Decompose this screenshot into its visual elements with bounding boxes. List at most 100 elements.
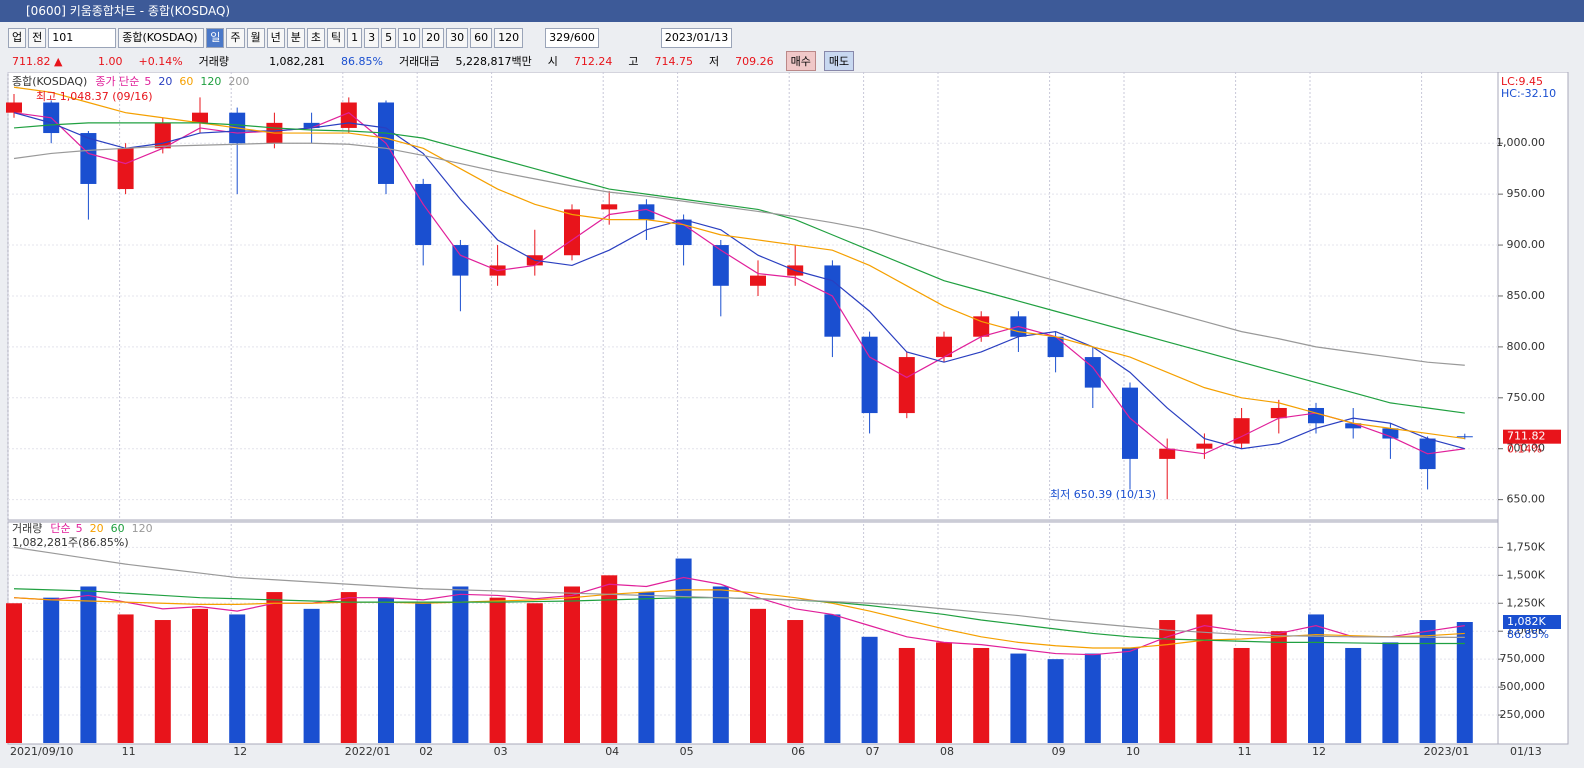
- x-tick-label: 02: [419, 745, 433, 758]
- volume-bar: [1196, 614, 1213, 743]
- volume-bar: [526, 603, 543, 743]
- candle-body: [824, 265, 841, 337]
- amount: 5,228,817백만: [455, 55, 532, 68]
- candle-body: [415, 183, 432, 246]
- x-tick-label: 03: [494, 745, 508, 758]
- last-volume: 1,082K: [1507, 615, 1546, 628]
- interval-button[interactable]: 30: [446, 28, 469, 48]
- label: 거래대금: [399, 55, 440, 68]
- ma-line: [13, 142, 1465, 366]
- volume-bar: [452, 586, 469, 743]
- volume-pct: 86.85%: [341, 54, 383, 68]
- ma-line: [13, 589, 1465, 649]
- label: 시: [547, 55, 558, 68]
- candle-body: [340, 102, 357, 128]
- legend-title: 단순: [50, 522, 70, 535]
- candle-body: [1382, 428, 1399, 439]
- legend-entry: 5: [76, 522, 83, 535]
- x-tick-label: 08: [940, 745, 954, 758]
- volume-bar: [117, 614, 134, 743]
- candle-body: [80, 133, 97, 184]
- period-button[interactable]: 일: [206, 28, 225, 48]
- label: 저: [708, 55, 720, 68]
- y-tick-label: 500,000: [1500, 680, 1546, 693]
- legend-entry: 120: [200, 75, 221, 88]
- candle-body: [861, 336, 878, 414]
- period-button[interactable]: 초: [306, 28, 325, 48]
- change-pct: +0.14%: [138, 54, 183, 68]
- volume-bar: [638, 592, 655, 743]
- legend-entry: 20: [90, 522, 104, 535]
- last-change: 0.14%: [1507, 443, 1542, 456]
- candle-body: [6, 102, 22, 113]
- volume-bar: [712, 586, 729, 743]
- legend-entry: 120: [132, 522, 153, 535]
- volume-bar: [1047, 659, 1064, 743]
- volume-bar: [564, 586, 580, 743]
- candle-body: [1122, 387, 1138, 459]
- buy-button[interactable]: 매수: [785, 51, 816, 71]
- legend-entry: 60: [179, 75, 193, 88]
- interval-button[interactable]: 120: [494, 28, 524, 48]
- volume-summary: 1,082,281주(86.85%): [12, 536, 129, 549]
- y-tick-label: 1,250K: [1506, 596, 1545, 609]
- legend-entry: 200: [228, 75, 249, 88]
- label: 고: [628, 55, 639, 68]
- volume-bar: [1456, 622, 1473, 743]
- candle-body: [898, 357, 915, 414]
- y-tick-label: 250,000: [1500, 708, 1546, 721]
- volume-bar: [1308, 614, 1324, 743]
- y-tick-label: 1,750K: [1506, 540, 1545, 553]
- sell-button[interactable]: 매도: [823, 51, 855, 71]
- volume-bar: [936, 642, 952, 743]
- open: 712.24: [573, 54, 613, 68]
- scope[interactable]: 전: [28, 28, 47, 48]
- candle-body: [601, 204, 618, 210]
- x-tick-label: 07: [866, 745, 880, 758]
- volume-bar: [787, 620, 804, 743]
- volume-bar: [1122, 647, 1138, 743]
- count[interactable]: 329/600: [545, 28, 599, 48]
- candle-body: [564, 209, 580, 256]
- name[interactable]: 종합(KOSDAQ): [118, 28, 205, 48]
- interval-button[interactable]: 5: [381, 28, 397, 48]
- lc-label: LC:9.45: [1501, 75, 1543, 88]
- ma-line: [13, 111, 1465, 455]
- interval-button[interactable]: 1: [347, 28, 363, 48]
- volume-bar: [303, 608, 320, 743]
- volume-bar: [824, 614, 841, 743]
- period-button[interactable]: 틱: [327, 28, 346, 48]
- high: 714.75: [654, 54, 693, 68]
- date[interactable]: 2023/01/13: [660, 28, 733, 48]
- legend-entry: 20: [158, 75, 172, 88]
- y-tick-label: 850.00: [1507, 289, 1546, 302]
- last-price: 711.82: [1507, 430, 1546, 443]
- legend-entry: 5: [144, 75, 151, 88]
- volume-bar: [415, 603, 432, 743]
- market[interactable]: 업: [8, 28, 27, 48]
- candle-body: [117, 148, 134, 190]
- period-button[interactable]: 년: [266, 28, 285, 48]
- volume-bar: [43, 597, 60, 743]
- candle-body: [638, 204, 655, 220]
- interval-button[interactable]: 20: [422, 28, 445, 48]
- last-price-box: [1503, 429, 1561, 444]
- y-tick-label: 700.00: [1507, 442, 1546, 455]
- period-button[interactable]: 주: [226, 28, 245, 48]
- x-tick-label: 05: [680, 745, 694, 758]
- candle-body: [1047, 336, 1064, 358]
- interval-button[interactable]: 3: [364, 28, 380, 48]
- interval-button[interactable]: 10: [398, 28, 421, 48]
- candle-body: [452, 245, 469, 276]
- period-button[interactable]: 월: [246, 28, 265, 48]
- volume-bar: [1084, 653, 1101, 743]
- code-input[interactable]: 101: [48, 28, 117, 48]
- x-tick-label: 2022/01: [345, 745, 391, 758]
- candle-body: [1456, 436, 1473, 438]
- candle-body: [1308, 407, 1324, 424]
- period-button[interactable]: 분: [286, 28, 305, 48]
- interval-button[interactable]: 60: [470, 28, 493, 48]
- x-tick-label: 11: [122, 745, 136, 758]
